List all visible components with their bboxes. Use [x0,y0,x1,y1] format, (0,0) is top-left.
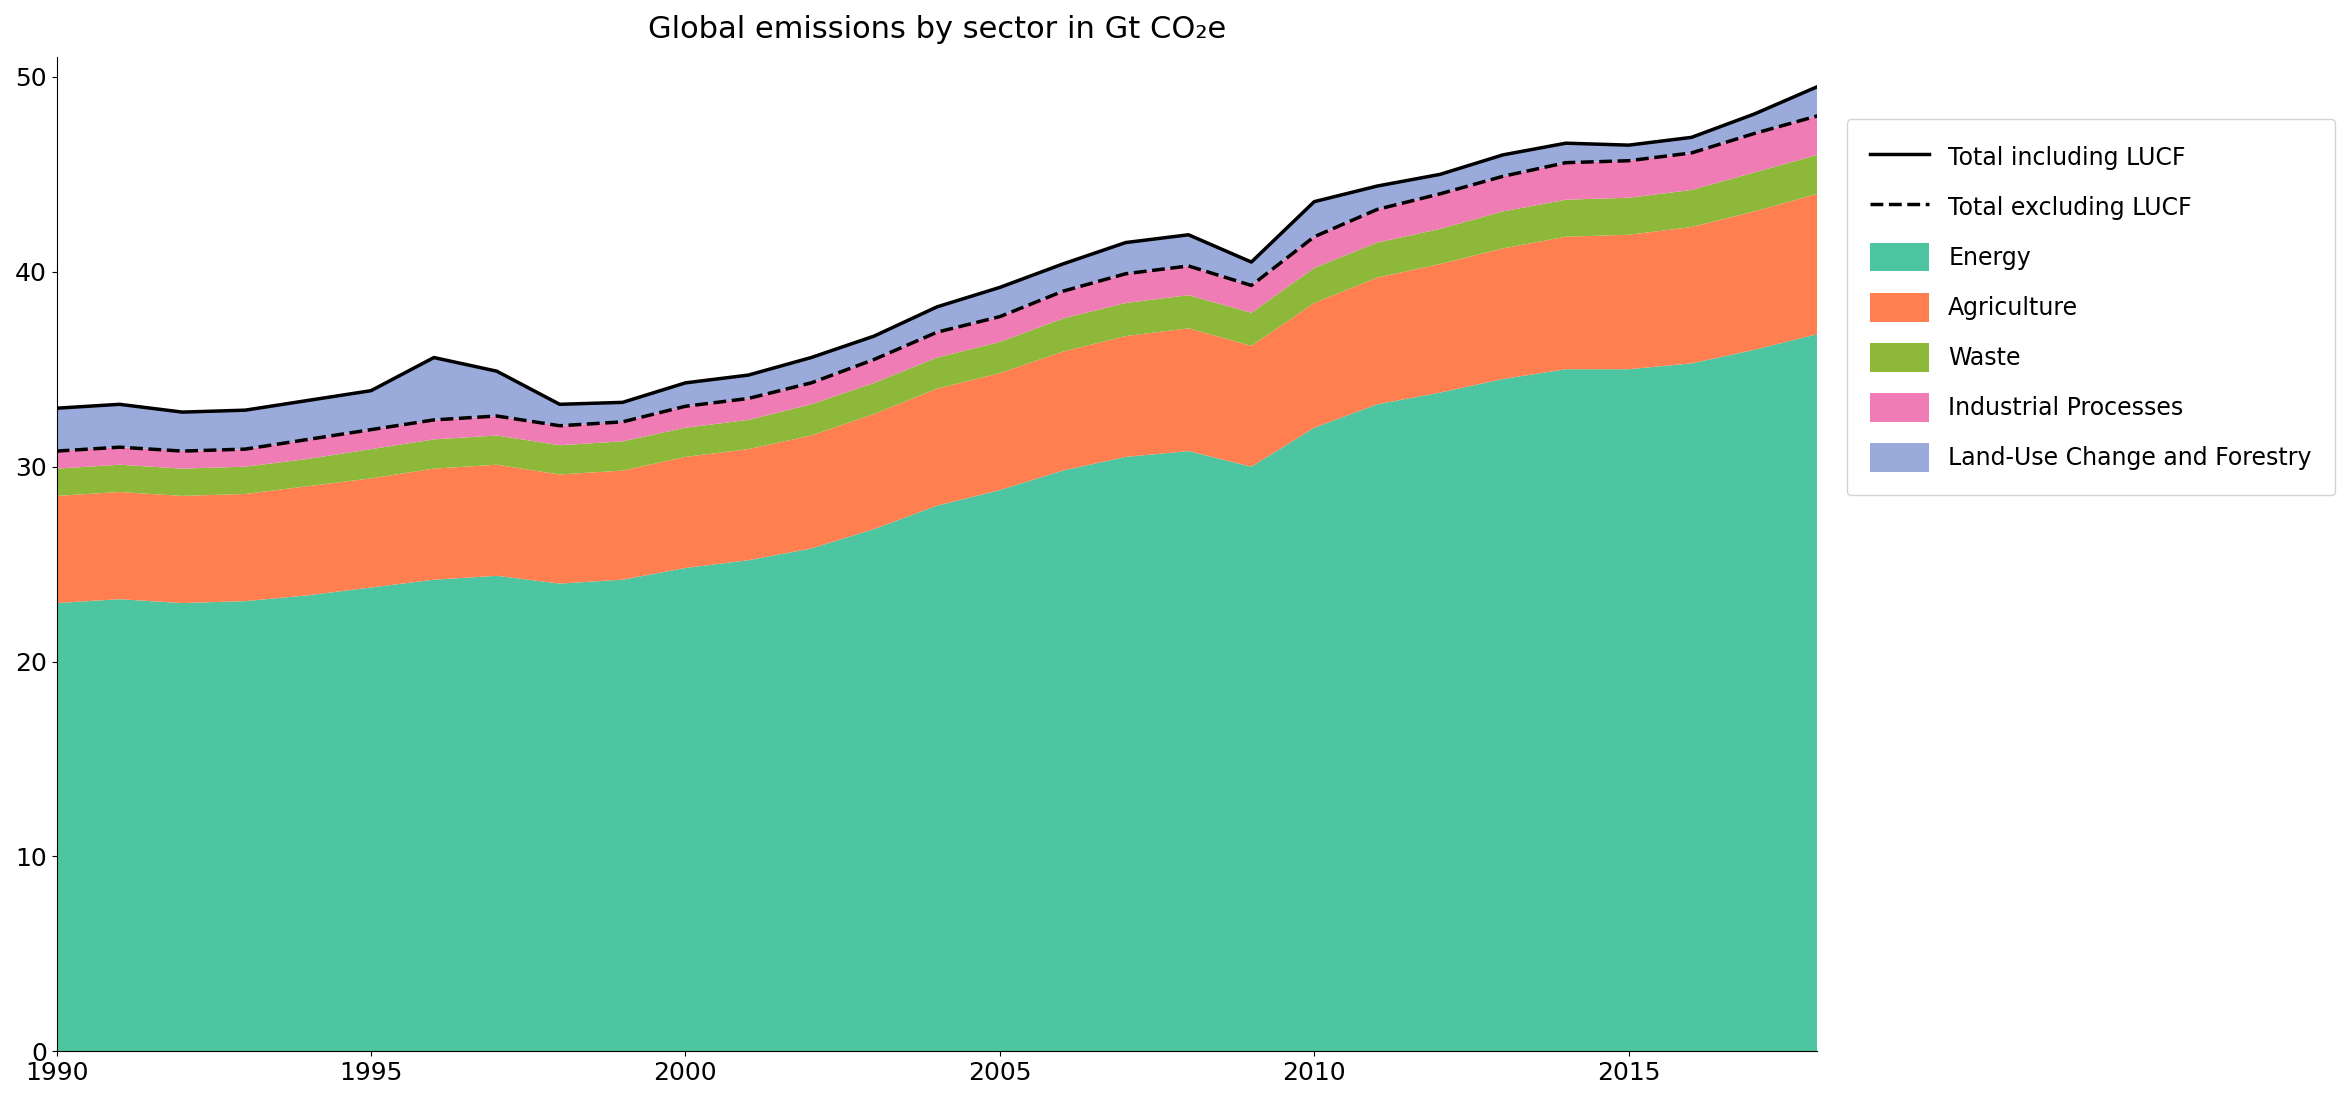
Legend: Total including LUCF, Total excluding LUCF, Energy, Agriculture, Waste, Industri: Total including LUCF, Total excluding LU… [1848,119,2335,495]
Title: Global emissions by sector in Gt CO₂e: Global emissions by sector in Gt CO₂e [649,15,1227,44]
